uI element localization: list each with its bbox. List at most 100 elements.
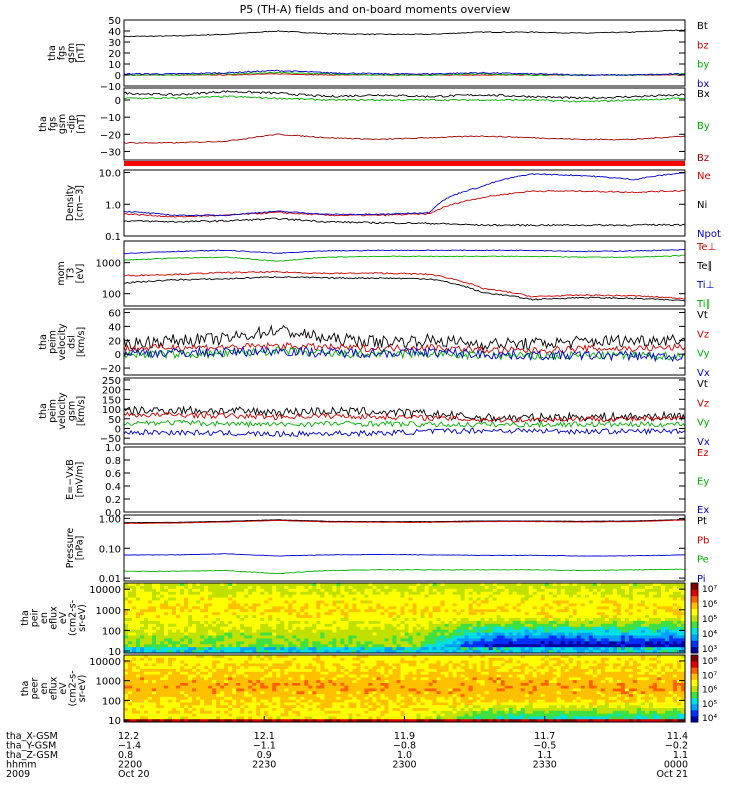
spec-cell [652,629,658,634]
spec-cell [128,609,133,613]
spec-cell [376,594,382,599]
spec-cell [396,623,402,628]
y-axis-label: peim [48,330,59,354]
spec-cell [444,615,450,619]
spec-cell [328,666,333,670]
spec-cell [672,609,678,613]
legend-label: Te∥ [696,261,713,272]
spec-cell [280,591,285,596]
colorbar-frame [690,582,699,654]
spec-cell [208,588,213,593]
spec-cell [672,641,678,645]
spec-cell [584,603,590,607]
spec-cell [612,618,618,622]
spec-cell [276,594,281,599]
spec-cell [600,644,606,648]
spec-cell [348,691,354,695]
spec-cell [672,591,678,596]
spec-cell [324,644,329,648]
spec-cell [252,677,257,681]
spec-cell [184,668,189,673]
spec-cell [440,638,446,642]
spec-cell [248,632,253,637]
spec-cell [328,588,333,593]
spec-cell [272,705,277,709]
legend-label: Te⊥ [696,242,716,253]
spec-cell [636,615,642,619]
spec-cell [256,612,261,616]
spec-cell [552,620,558,625]
spec-cell [316,591,321,596]
spec-cell [624,606,630,610]
spec-cell [468,635,474,640]
spec-cell [316,705,321,709]
spec-cell [600,606,606,610]
spec-cell [632,612,638,616]
spec-cell [476,632,482,637]
spec-cell [152,629,157,634]
spec-cell [124,699,129,704]
spec-cell [232,635,237,640]
spec-cell [420,623,426,628]
spec-cell [648,591,654,596]
spec-cell [340,650,345,653]
spec-cell [140,719,145,722]
spec-cell [224,612,229,616]
spec-cell [376,588,382,593]
spec-cell [252,660,257,664]
spec-cell [180,699,185,704]
spec-cell [280,713,285,718]
spec-cell [528,591,534,596]
spec-cell [324,588,329,593]
spec-cell [660,588,666,593]
spec-cell [244,680,249,684]
spec-cell [520,632,526,637]
spec-cell [644,594,650,599]
spec-cell [144,591,149,596]
spec-cell [412,591,418,596]
spec-cell [328,603,333,607]
spec-cell [148,623,153,628]
spec-cell [280,680,285,684]
spec-cell [264,632,269,637]
spec-cell [396,600,402,605]
spec-cell [152,609,157,613]
spec-cell [172,705,177,709]
spec-cell [316,716,321,720]
spec-cell [636,626,642,631]
spec-cell [192,600,197,605]
spec-cell [148,632,153,637]
spec-cell [148,710,153,715]
spec-cell [252,716,257,720]
spec-cell [260,685,265,690]
spec-cell [292,600,297,605]
spec-cell [188,708,193,712]
spec-cell [260,629,265,634]
spec-cell [292,713,297,718]
spec-cell [164,594,169,599]
spec-cell [236,699,241,704]
spec-cell [440,632,446,637]
spec-cell [484,632,490,637]
spec-cell [204,716,209,720]
spec-cell [212,606,217,610]
spec-cell [132,588,137,593]
spec-cell [576,629,582,634]
spec-cell [608,615,614,619]
spec-cell [140,696,145,701]
spec-cell [228,591,233,596]
spec-cell [608,638,614,642]
spec-cell [208,699,213,704]
spec-cell [352,609,358,613]
legend-label: Bz [697,153,709,164]
spec-cell [316,696,321,701]
spec-cell [252,626,257,631]
spec-cell [332,588,337,593]
spec-cell [268,612,273,616]
spec-cell [148,597,153,602]
spec-cell [240,663,245,667]
spec-cell [476,591,482,596]
spec-cell [292,696,297,701]
spec-cell [564,609,570,613]
spec-cell [588,588,594,593]
